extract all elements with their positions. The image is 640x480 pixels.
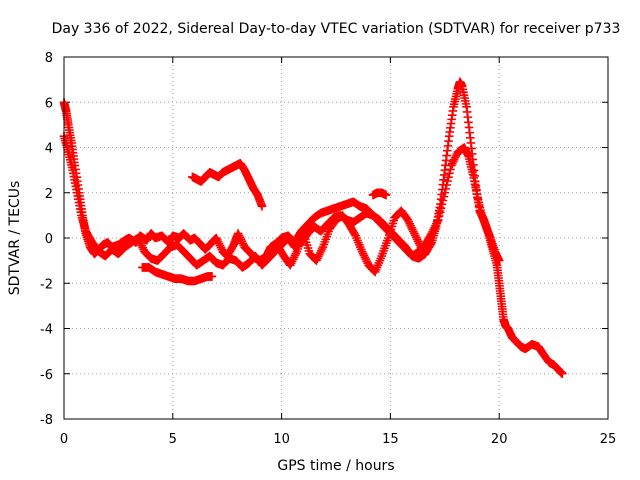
data-point-marker (434, 211, 444, 221)
data-point-marker (446, 165, 455, 174)
data-point-marker (443, 176, 452, 186)
series-secondary-track (59, 131, 504, 272)
data-point-marker (442, 180, 451, 190)
x-tick-label: 15 (382, 432, 399, 447)
data-point-marker (257, 202, 267, 211)
series-mid-loop (272, 206, 426, 277)
data-point-marker (416, 242, 426, 252)
y-tick-label: -4 (40, 323, 53, 338)
series-upper-branch (188, 159, 267, 211)
data-point-marker (207, 272, 217, 281)
y-tick-label: 8 (45, 51, 53, 66)
data-point-marker (439, 192, 449, 201)
chart-title: Day 336 of 2022, Sidereal Day-to-day VTE… (52, 21, 621, 37)
data-point-marker (445, 169, 454, 178)
data-point-marker (444, 172, 453, 182)
x-tick-labels: 0 5 10 15 20 25 (60, 432, 616, 447)
x-tick-label: 0 (60, 432, 68, 447)
plot-frame (63, 56, 609, 420)
y-tick-labels: -8 -6 -4 -2 0 2 4 6 8 (40, 51, 53, 428)
y-tick-label: -6 (40, 368, 53, 383)
series-peak-right-spike (368, 188, 391, 200)
y-tick-label: 6 (45, 96, 53, 111)
y-tick-label: 0 (45, 232, 53, 247)
x-tick-label: 5 (169, 432, 177, 447)
data-series (59, 77, 567, 379)
y-tick-label: 2 (45, 187, 53, 202)
x-tick-label: 25 (600, 432, 617, 447)
data-point-marker (438, 196, 448, 205)
data-point-marker (494, 256, 504, 265)
y-tick-label: -2 (40, 277, 53, 292)
data-point-marker (436, 203, 446, 213)
data-point-marker (440, 188, 450, 198)
series-lower-branch (138, 263, 217, 286)
y-tick-label: 4 (45, 142, 53, 157)
y-axis-label: SDTVAR / TECUs (7, 181, 23, 296)
x-axis-label: GPS time / hours (277, 458, 394, 474)
x-tick-label: 10 (273, 432, 290, 447)
y-tick-label: -8 (40, 413, 53, 428)
data-point-marker (441, 184, 451, 194)
data-point-marker (381, 190, 391, 200)
x-tick-label: 20 (491, 432, 508, 447)
data-point-marker (435, 207, 445, 217)
data-point-marker (437, 200, 447, 209)
data-point-marker (558, 369, 567, 379)
data-point-marker (433, 215, 443, 225)
